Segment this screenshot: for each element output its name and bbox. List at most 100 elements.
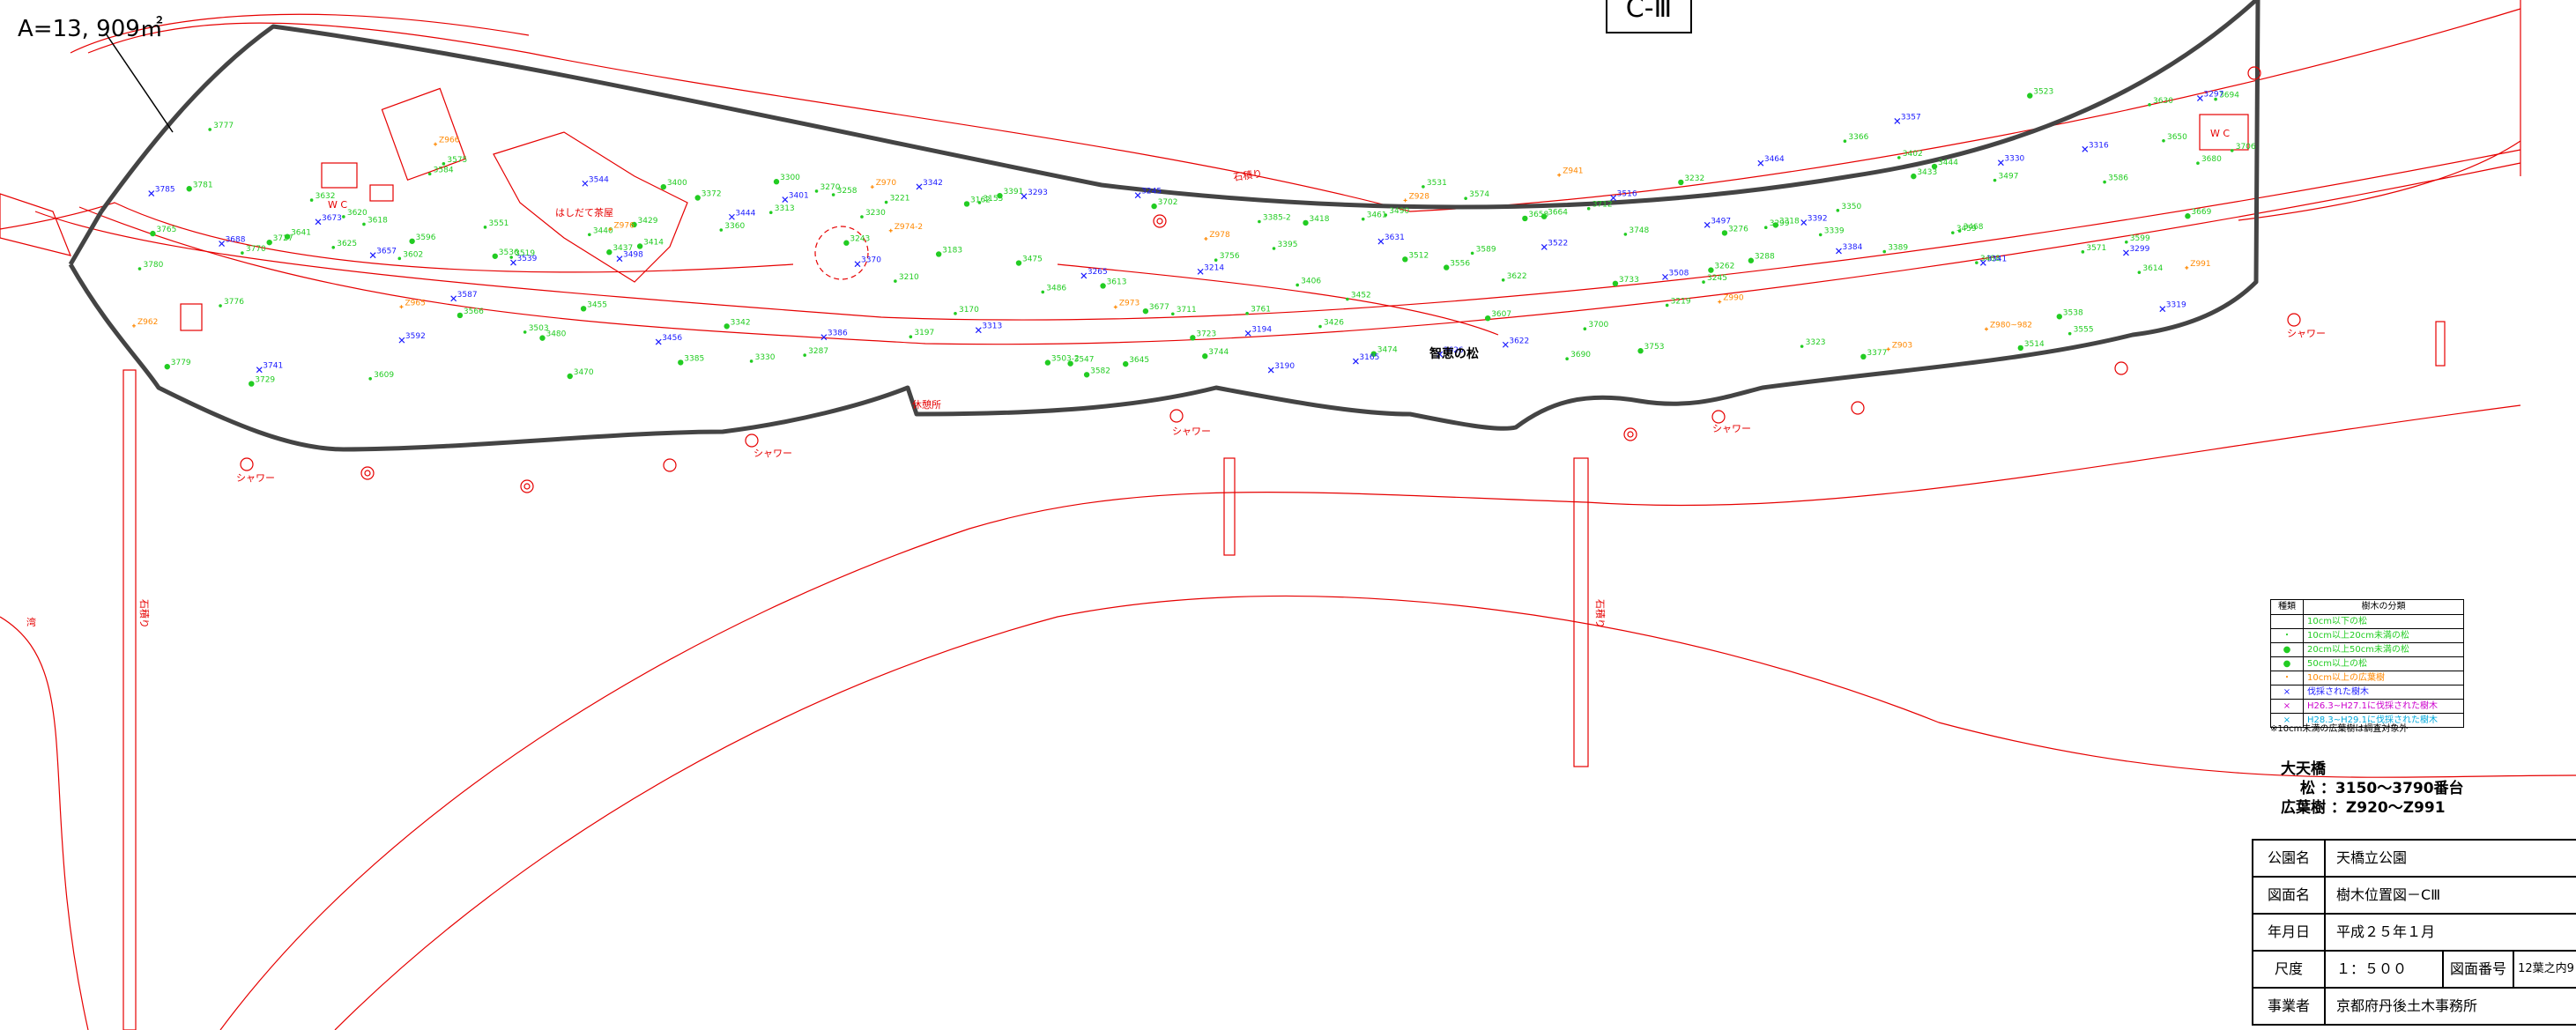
pine-dot-icon — [1522, 215, 1528, 222]
pine-dot-icon — [1818, 233, 1823, 237]
tree-number-label: 3440 — [593, 226, 613, 235]
legend-symbol: ● — [2271, 643, 2304, 656]
felled-cross-icon — [148, 190, 155, 196]
tree-number-label: Z991 — [2190, 260, 2210, 269]
green-tree-marker: 3377 — [1860, 349, 1887, 360]
green-tree-marker: 3536 — [492, 248, 519, 259]
tree-number-label: 3232 — [1684, 174, 1704, 183]
pine-dot-icon — [1911, 173, 1917, 180]
tree-number-label: 3297 — [2203, 91, 2223, 100]
broadleaf-dot-icon — [1204, 237, 1208, 241]
tree-number-label: 3498 — [623, 251, 643, 260]
blue-tree-marker: 3631 — [1377, 233, 1405, 245]
green-tree-marker: 3753 — [1637, 343, 1664, 354]
green-tree-marker: 3700 — [1583, 321, 1609, 331]
pine-dot-icon — [266, 239, 272, 246]
pine-dot-icon — [1993, 178, 1997, 182]
broadleaf-dot-icon — [1718, 300, 1722, 304]
green-tree-marker: 3729 — [249, 376, 275, 387]
title-row-owner: 事業者 京都府丹後土木事務所 — [2253, 989, 2576, 1026]
green-tree-marker: 3630 — [2148, 97, 2173, 107]
tree-number-label: Z965 — [405, 299, 425, 308]
legend-symbol: × — [2271, 714, 2304, 727]
green-tree-marker: 3219 — [1665, 297, 1691, 308]
tree-number-label: 3318 — [1779, 217, 1800, 226]
legend-description: H28.3~H29.1に伐採された樹木 — [2307, 715, 2438, 725]
legend-row: × H28.3~H29.1に伐採された樹木 — [2271, 714, 2463, 727]
pine-dot-icon — [1843, 139, 1847, 144]
green-tree-marker: 3486 — [1041, 284, 1066, 294]
tree-number-label: 3694 — [2219, 92, 2239, 100]
green-tree-marker: 3658 — [1522, 211, 1549, 222]
legend-note: ※10cm未満の広葉樹は調査対象外 — [2270, 724, 2409, 734]
felled-cross-icon — [655, 338, 662, 345]
broadleaf-dot-icon — [1557, 173, 1562, 177]
tree-number-label: 3761 — [1251, 306, 1271, 315]
tree-number-label: 3626 — [1444, 346, 1464, 355]
green-tree-marker: 3723 — [1190, 330, 1216, 341]
pine-dot-icon — [1501, 278, 1505, 282]
felled-cross-icon — [975, 327, 982, 334]
tree-number-label: 3622 — [1507, 272, 1527, 281]
pine-dot-icon — [1402, 256, 1408, 263]
green-tree-marker: 3589 — [1470, 245, 1496, 256]
pine-dot-icon — [164, 363, 170, 370]
pine-dot-icon — [2148, 103, 2151, 107]
blue-tree-marker: 3464 — [1757, 155, 1785, 167]
pine-dot-icon — [1470, 251, 1474, 256]
tree-number-label: 3384 — [1842, 243, 1862, 252]
tree-number-label: 3395 — [1278, 241, 1298, 249]
sheet-id-box: C-Ⅲ — [1606, 0, 1692, 33]
felled-cross-icon — [219, 241, 225, 247]
green-tree-marker: 3389 — [1882, 244, 1908, 254]
tree-number-label: 3727 — [273, 234, 293, 243]
legend-row: ● 50cm以上の松 — [2271, 657, 2463, 671]
tree-number-label: 3575 — [447, 156, 467, 165]
pine-dot-icon — [724, 323, 730, 330]
tree-number-label: 3497 — [1711, 217, 1731, 226]
tree-number-label: 3265 — [1088, 268, 1108, 277]
tree-number-label: 3551 — [489, 219, 509, 228]
tree-number-label: 3589 — [1476, 245, 1496, 254]
pine-dot-icon — [1303, 219, 1309, 226]
tree-number-label: 3700 — [1588, 321, 1608, 330]
legend-row: ・ 10cm以上の広葉樹 — [2271, 671, 2463, 685]
tree-number-label: 3165 — [1359, 353, 1379, 362]
tree-number-label: 3475 — [1022, 256, 1043, 264]
tree-number-label: 3650 — [2167, 133, 2187, 142]
green-tree-marker: 3429 — [631, 217, 658, 228]
tree-number-label: 3574 — [1469, 190, 1489, 199]
tree-number-label: 3183 — [942, 246, 962, 255]
pine-dot-icon — [1272, 247, 1276, 250]
broadleaf-dot-icon — [1403, 198, 1407, 203]
green-tree-marker: 3372 — [694, 190, 722, 201]
green-tree-marker: 3455 — [580, 300, 607, 312]
tree-number-label: 3190 — [1274, 362, 1295, 371]
green-tree-marker: 3599 — [2124, 234, 2150, 244]
felled-cross-icon — [1704, 221, 1711, 228]
green-tree-marker: 3780 — [137, 261, 164, 270]
sheet-no-label: 図面番号 — [2444, 952, 2514, 987]
legend-row: ・ 10cm以上20cm未満の松 — [2271, 629, 2463, 643]
pine-dot-icon — [631, 221, 637, 228]
legend-header-desc: 樹木の分類 — [2361, 602, 2406, 611]
green-tree-marker: 3756 — [1214, 252, 1240, 263]
tree-number-label: 3474 — [1377, 346, 1398, 355]
tree-number-label: 3669 — [2191, 208, 2211, 217]
tree-number-label: 3386 — [828, 330, 848, 338]
legend-row: × H26.3~H27.1に伐採された樹木 — [2271, 700, 2463, 714]
green-tree-marker: 3744 — [1202, 348, 1229, 359]
tree-number-label: 3781 — [193, 181, 213, 189]
tree-number-label: 3452 — [1351, 292, 1371, 300]
pine-dot-icon — [1067, 360, 1073, 367]
tree-number-label: Z976 — [613, 221, 635, 230]
pine-dot-icon — [977, 201, 982, 204]
tree-number-label: 3299 — [1770, 219, 1790, 228]
felled-cross-icon — [1377, 238, 1385, 245]
pine-dot-icon — [909, 335, 913, 338]
pine-dot-icon — [588, 233, 591, 237]
tree-number-label: 3599 — [2130, 234, 2150, 243]
tree-number-label: 3276 — [1728, 225, 1748, 233]
felled-cross-icon — [510, 259, 516, 266]
